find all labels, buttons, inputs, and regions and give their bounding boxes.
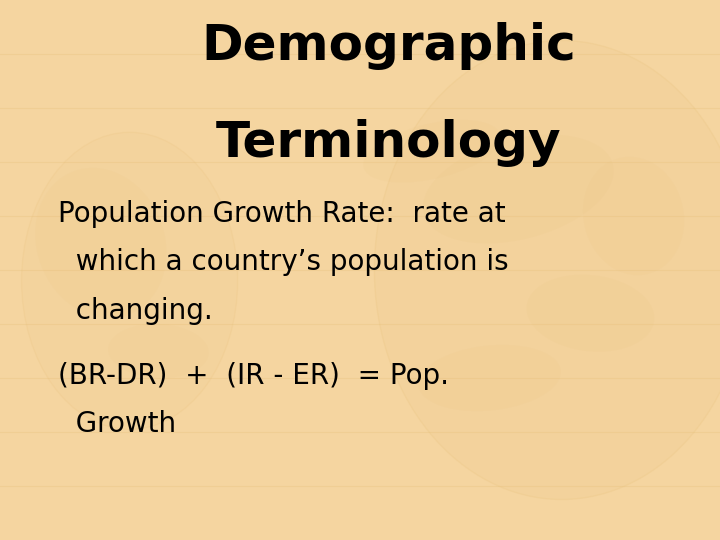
Ellipse shape: [374, 40, 720, 500]
Ellipse shape: [22, 132, 238, 429]
Ellipse shape: [108, 324, 209, 378]
Text: (BR-DR)  +  (IR - ER)  = Pop.: (BR-DR) + (IR - ER) = Pop.: [58, 362, 449, 390]
Text: Demographic: Demographic: [202, 22, 576, 70]
Ellipse shape: [363, 120, 501, 183]
Text: Population Growth Rate:  rate at: Population Growth Rate: rate at: [58, 200, 505, 228]
Ellipse shape: [583, 157, 684, 275]
Text: Growth: Growth: [58, 410, 176, 438]
Ellipse shape: [418, 345, 561, 411]
Ellipse shape: [526, 274, 654, 352]
Text: Terminology: Terminology: [216, 119, 562, 167]
Ellipse shape: [423, 134, 613, 244]
Text: changing.: changing.: [58, 297, 212, 325]
Text: which a country’s population is: which a country’s population is: [58, 248, 508, 276]
Ellipse shape: [35, 168, 166, 318]
